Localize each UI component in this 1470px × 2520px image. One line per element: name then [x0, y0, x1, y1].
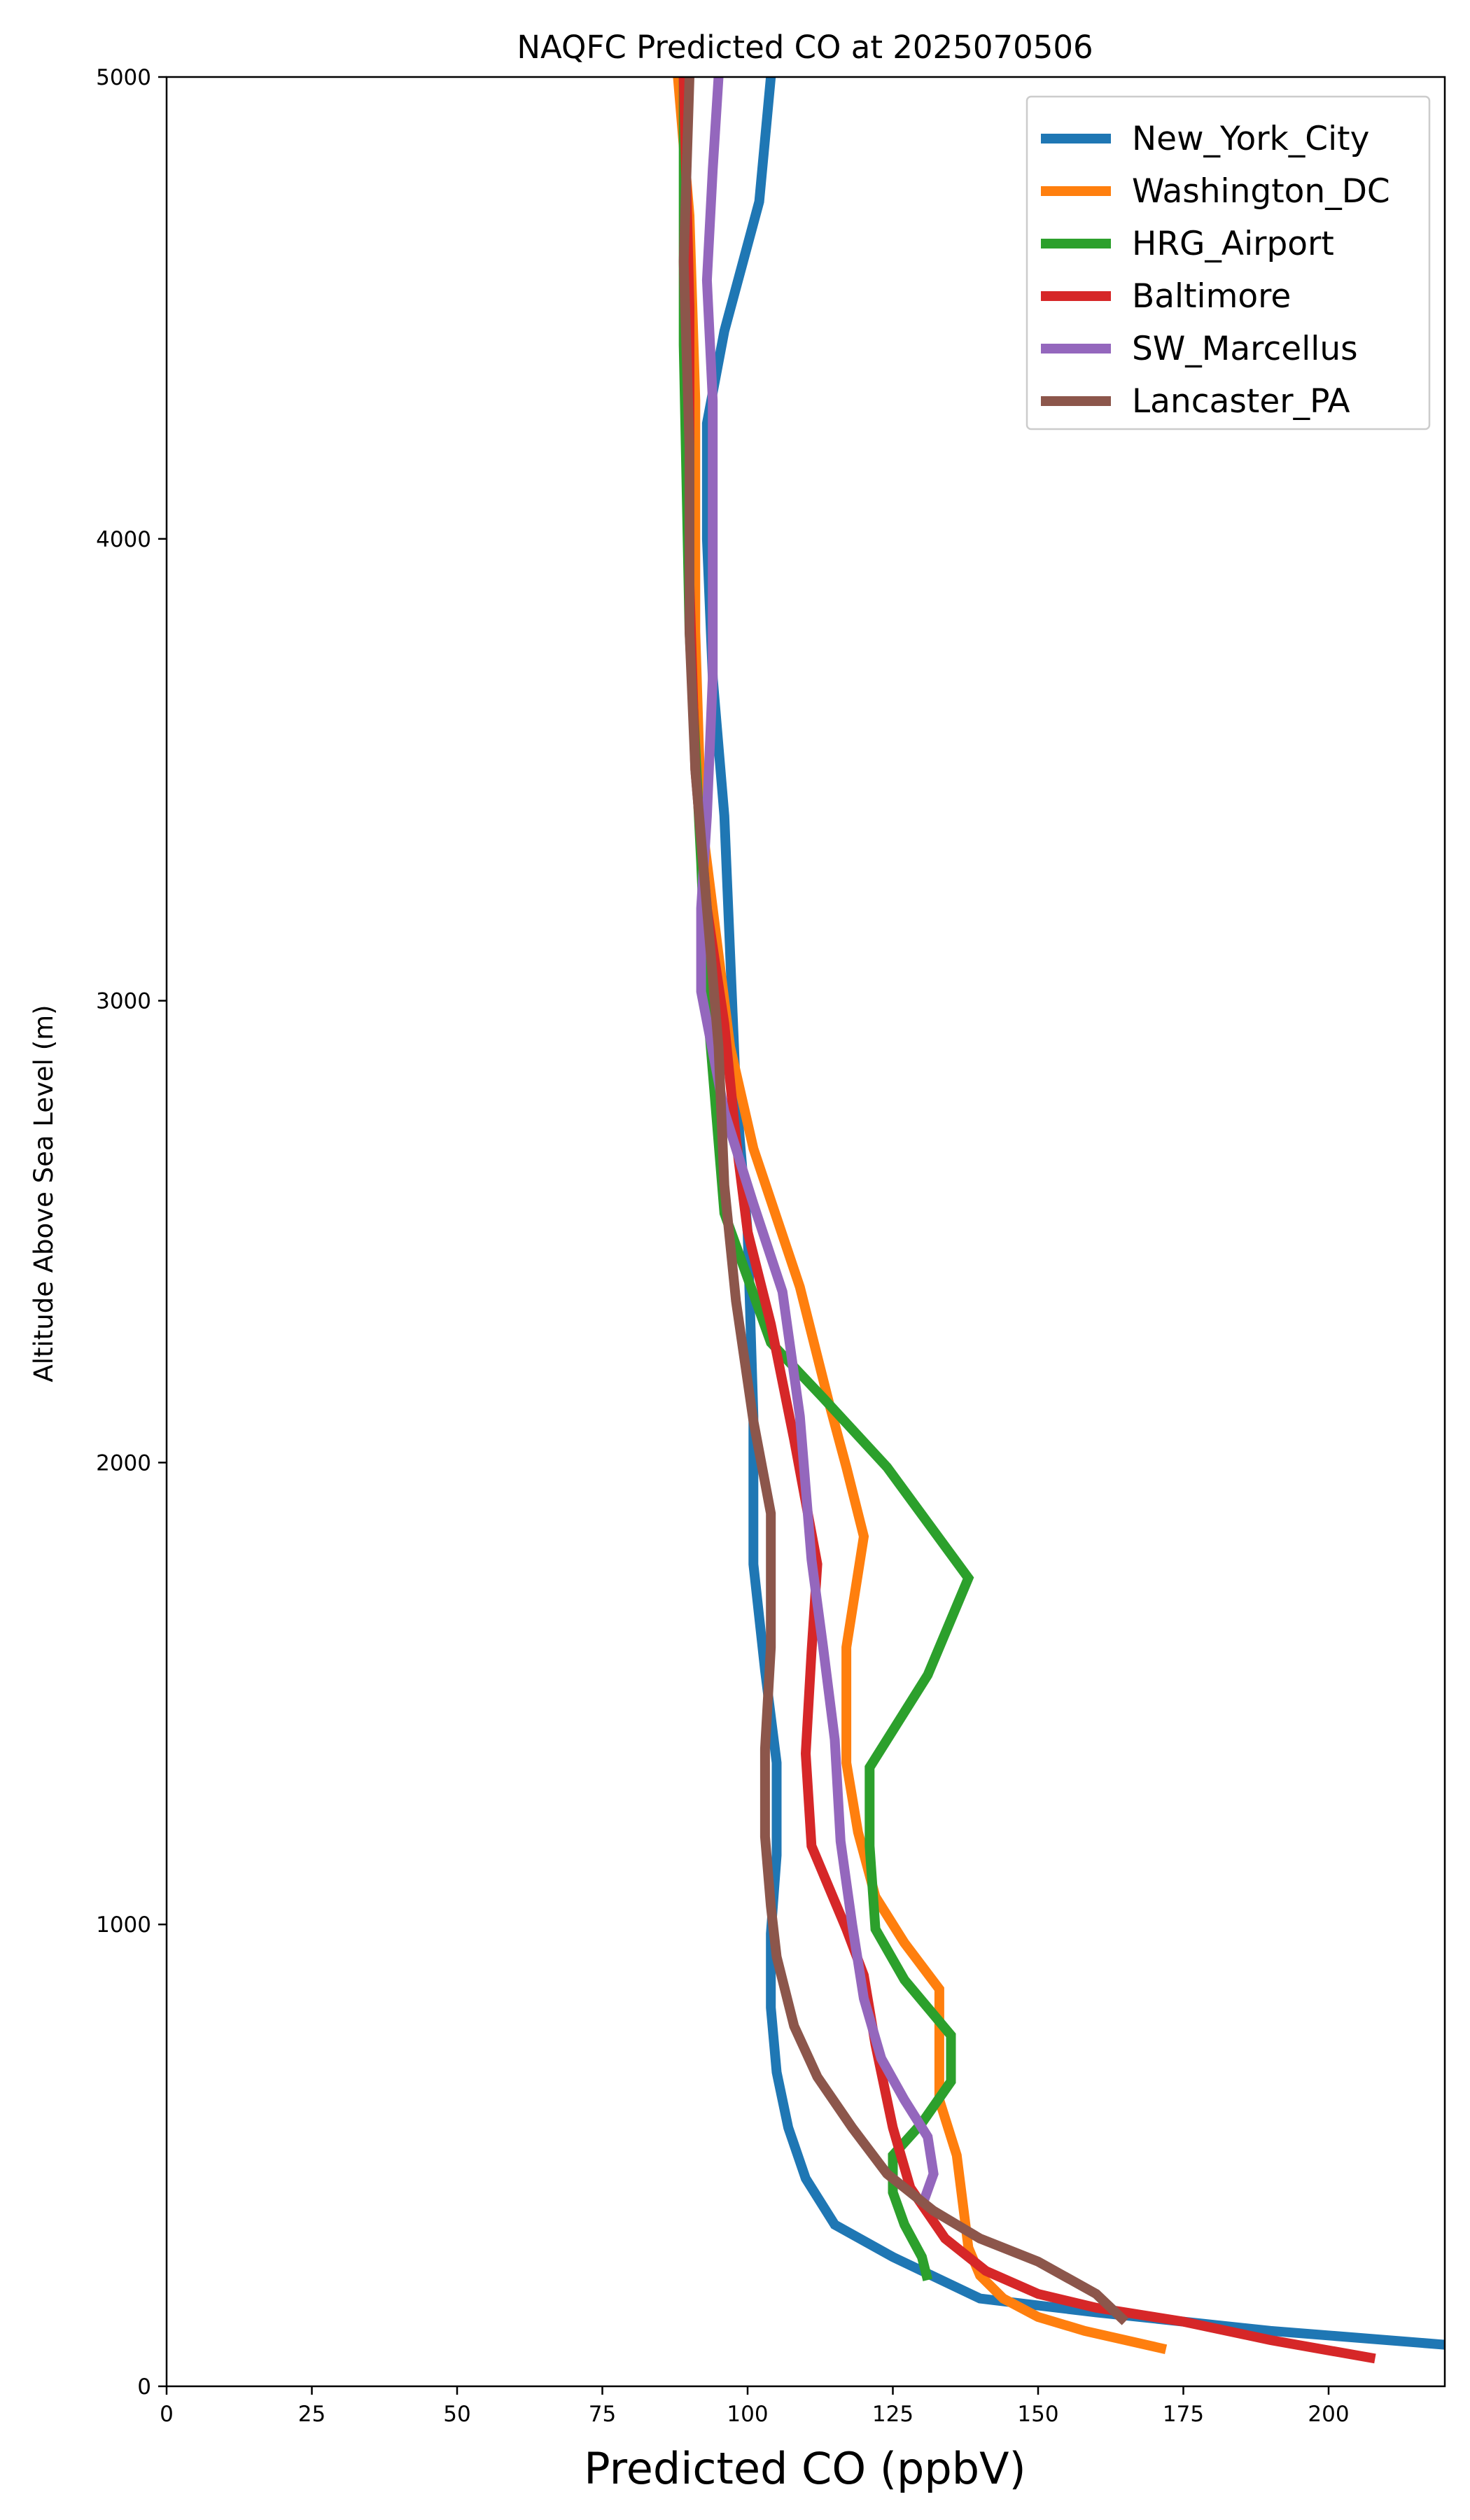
y-axis-label: Altitude Above Sea Level (m) [29, 1004, 59, 1382]
legend-label: Baltimore [1132, 277, 1291, 316]
y-tick-label: 1000 [96, 1912, 151, 1938]
series-line-lancaster-pa [678, 77, 1129, 2325]
chart-title: NAQFC Predicted CO at 2025070506 [517, 29, 1093, 66]
legend: New_York_City Washington_DC HRG_Airport Bal… [1026, 95, 1431, 430]
x-tick-label: 150 [1017, 2402, 1058, 2427]
x-tick-label: 200 [1308, 2402, 1349, 2427]
plot-area-frame [165, 76, 1446, 2388]
y-axis: 0 1000 2000 3000 4000 5000 [96, 65, 167, 2400]
legend-label: New_York_City [1132, 120, 1369, 158]
legend-label: Lancaster_PA [1132, 382, 1350, 421]
x-tick-label: 75 [589, 2402, 616, 2427]
y-tick-label: 0 [137, 2374, 151, 2400]
y-tick-label: 2000 [96, 1450, 151, 1476]
x-tick-label: 0 [160, 2402, 174, 2427]
x-tick-label: 100 [727, 2402, 768, 2427]
series-line-sw-marcellus [696, 77, 939, 2208]
x-axis-label: Predicted CO (ppbV) [584, 2443, 1026, 2494]
legend-label: SW_Marcellus [1132, 330, 1358, 368]
legend-box [1026, 95, 1431, 430]
y-tick-label: 5000 [96, 65, 151, 90]
x-axis: 0 25 50 75 100 125 150 175 200 [160, 2386, 1350, 2427]
x-tick-label: 50 [443, 2402, 470, 2427]
legend-label: HRG_Airport [1132, 225, 1334, 263]
y-tick-label: 4000 [96, 527, 151, 552]
x-tick-label: 125 [872, 2402, 913, 2427]
y-tick-label: 3000 [96, 989, 151, 1014]
x-tick-label: 25 [298, 2402, 326, 2427]
x-tick-label: 175 [1163, 2402, 1204, 2427]
legend-label: Washington_DC [1132, 172, 1390, 211]
series-layer [673, 77, 1445, 2364]
